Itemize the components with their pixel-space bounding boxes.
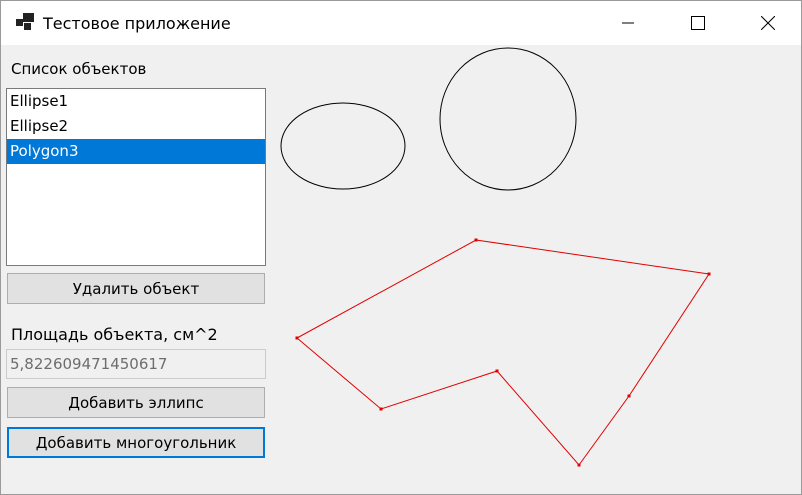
- drawing-canvas[interactable]: [271, 46, 801, 494]
- objects-listbox[interactable]: Ellipse1 Ellipse2 Polygon3: [6, 88, 266, 266]
- area-label: Площадь объекта, см^2: [11, 325, 218, 344]
- list-item-polygon3[interactable]: Polygon3: [7, 139, 265, 164]
- title-bar[interactable]: Тестовое приложение: [1, 1, 801, 45]
- app-window-icon: [16, 13, 34, 30]
- vertex-marker[interactable]: [707, 272, 711, 276]
- close-button[interactable]: [733, 1, 802, 45]
- shape-ellipse1[interactable]: [280, 102, 406, 190]
- maximize-button[interactable]: [663, 1, 733, 45]
- add-polygon-button[interactable]: Добавить многоугольник: [7, 427, 265, 458]
- maximize-icon: [691, 16, 705, 30]
- add-ellipse-button[interactable]: Добавить эллипс: [7, 387, 265, 418]
- vertex-marker[interactable]: [295, 336, 299, 340]
- vertex-marker[interactable]: [627, 394, 631, 398]
- minimize-button[interactable]: [593, 1, 663, 45]
- close-icon: [761, 16, 775, 30]
- vertex-marker[interactable]: [495, 369, 499, 373]
- area-value-field[interactable]: 5,822609471450617: [6, 349, 266, 379]
- objects-list-label: Список объектов: [11, 60, 147, 78]
- window-title: Тестовое приложение: [43, 14, 231, 33]
- list-item-ellipse1[interactable]: Ellipse1: [10, 92, 69, 110]
- minimize-icon: [622, 22, 634, 24]
- vertex-marker[interactable]: [577, 463, 581, 467]
- delete-object-button[interactable]: Удалить объект: [7, 273, 265, 304]
- polygon-vertex-markers: [295, 238, 711, 467]
- list-item-ellipse2[interactable]: Ellipse2: [10, 117, 69, 135]
- vertex-marker[interactable]: [379, 407, 383, 411]
- vertex-marker[interactable]: [474, 238, 478, 242]
- shape-ellipse2[interactable]: [439, 47, 577, 191]
- shape-polygon3[interactable]: [296, 239, 710, 466]
